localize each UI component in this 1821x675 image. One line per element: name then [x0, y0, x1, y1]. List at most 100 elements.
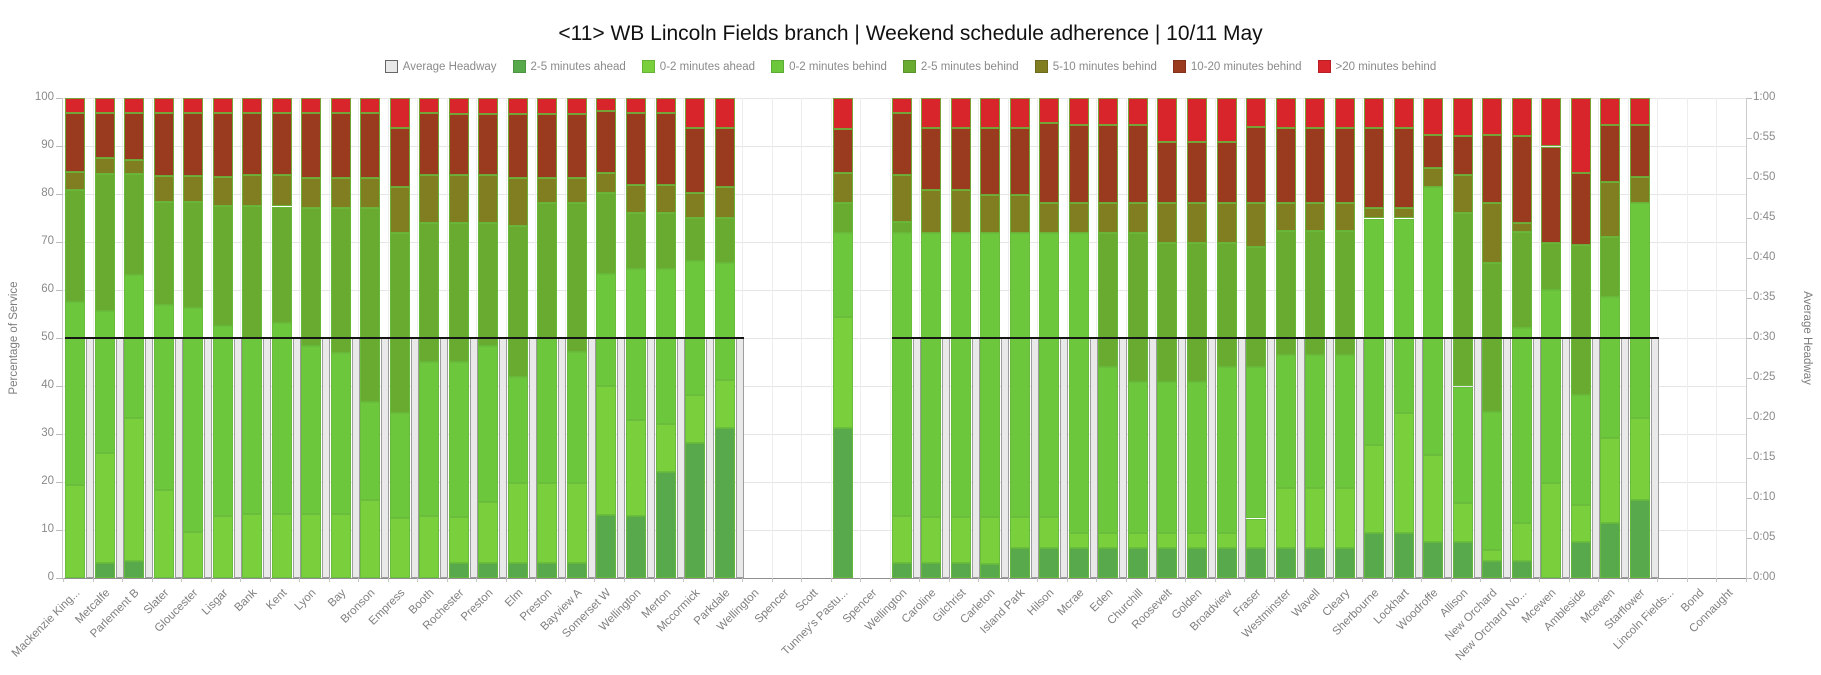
bar-segment[interactable] — [950, 98, 971, 128]
bar-segment[interactable] — [1600, 98, 1621, 125]
bar-segment[interactable] — [1482, 411, 1503, 551]
bar-segment[interactable] — [1187, 381, 1207, 534]
bar-segment[interactable] — [1246, 126, 1267, 204]
bar-segment[interactable] — [124, 561, 145, 578]
bar-segment[interactable] — [301, 98, 322, 113]
bar-segment[interactable] — [183, 98, 204, 113]
bar-segment[interactable] — [1098, 233, 1119, 367]
bar-segment[interactable] — [419, 222, 440, 362]
bar-segment[interactable] — [183, 532, 204, 578]
bar-segment[interactable] — [1246, 518, 1267, 549]
average-headway-bar[interactable] — [706, 338, 715, 578]
average-headway-bar[interactable] — [1296, 338, 1305, 578]
bar-segment[interactable] — [655, 471, 676, 578]
bar-segment[interactable] — [507, 113, 528, 178]
bar-segment[interactable] — [596, 274, 617, 386]
bar-segment[interactable] — [980, 194, 1001, 234]
bar-segment[interactable] — [1039, 548, 1060, 578]
bar-segment[interactable] — [1423, 455, 1444, 543]
bar-segment[interactable] — [183, 175, 204, 202]
bar-segment[interactable] — [212, 326, 233, 516]
bar-segment[interactable] — [330, 98, 351, 113]
bar-segment[interactable] — [1275, 98, 1296, 128]
bar-segment[interactable] — [1246, 203, 1267, 247]
bar-segment[interactable] — [1305, 488, 1326, 549]
bar-segment[interactable] — [685, 395, 706, 444]
average-headway-bar[interactable] — [145, 338, 154, 578]
bar-segment[interactable] — [1187, 243, 1207, 382]
bar-segment[interactable] — [1570, 395, 1591, 506]
bar-segment[interactable] — [389, 127, 410, 187]
bar-segment[interactable] — [832, 173, 853, 203]
bar-segment[interactable] — [153, 112, 174, 176]
bar-segment[interactable] — [478, 501, 499, 564]
bar-segment[interactable] — [301, 177, 322, 208]
bar-segment[interactable] — [1246, 246, 1267, 368]
average-headway-bar[interactable] — [528, 338, 537, 578]
bar-segment[interactable] — [507, 98, 528, 114]
bar-segment[interactable] — [980, 98, 1001, 128]
bar-segment[interactable] — [1452, 98, 1473, 137]
bar-segment[interactable] — [626, 212, 646, 269]
bar-segment[interactable] — [448, 222, 469, 362]
bar-segment[interactable] — [1393, 98, 1414, 128]
average-headway-bar[interactable] — [1355, 338, 1364, 578]
average-headway-bar[interactable] — [1591, 338, 1600, 578]
bar-segment[interactable] — [124, 173, 145, 276]
bar-segment[interactable] — [1157, 533, 1178, 549]
bar-segment[interactable] — [626, 98, 646, 113]
average-headway-bar[interactable] — [204, 338, 213, 578]
bar-segment[interactable] — [1246, 548, 1267, 578]
bar-segment[interactable] — [1452, 386, 1473, 504]
bar-segment[interactable] — [1393, 208, 1414, 219]
bar-segment[interactable] — [566, 202, 587, 352]
bar-segment[interactable] — [891, 515, 912, 564]
bar-segment[interactable] — [1334, 203, 1355, 232]
bar-segment[interactable] — [1157, 243, 1178, 382]
bar-segment[interactable] — [1068, 233, 1089, 534]
bar-segment[interactable] — [1334, 231, 1355, 355]
bar-segment[interactable] — [360, 401, 381, 500]
bar-segment[interactable] — [94, 157, 115, 174]
bar-segment[interactable] — [478, 98, 499, 114]
average-headway-bar[interactable] — [1650, 338, 1659, 578]
bar-segment[interactable] — [1511, 98, 1532, 137]
bar-segment[interactable] — [1511, 232, 1532, 329]
bar-segment[interactable] — [1305, 98, 1326, 128]
bar-segment[interactable] — [1068, 124, 1089, 203]
bar-segment[interactable] — [507, 376, 528, 484]
average-headway-bar[interactable] — [1119, 338, 1128, 578]
average-headway-bar[interactable] — [1001, 338, 1010, 578]
bar-segment[interactable] — [921, 127, 942, 191]
bar-segment[interactable] — [1009, 233, 1030, 517]
bar-segment[interactable] — [1305, 354, 1326, 489]
bar-segment[interactable] — [242, 206, 263, 338]
bar-segment[interactable] — [1009, 194, 1030, 234]
bar-segment[interactable] — [1216, 141, 1237, 203]
bar-segment[interactable] — [1187, 141, 1207, 203]
bar-segment[interactable] — [507, 226, 528, 377]
bar-segment[interactable] — [124, 159, 145, 174]
bar-segment[interactable] — [65, 302, 85, 485]
average-headway-bar[interactable] — [735, 338, 744, 578]
bar-segment[interactable] — [1629, 499, 1650, 578]
bar-segment[interactable] — [655, 269, 676, 424]
bar-segment[interactable] — [950, 516, 971, 564]
bar-segment[interactable] — [1275, 203, 1296, 232]
average-headway-bar[interactable] — [942, 338, 951, 578]
bar-segment[interactable] — [714, 262, 735, 381]
bar-segment[interactable] — [271, 514, 292, 578]
bar-segment[interactable] — [212, 177, 233, 207]
average-headway-bar[interactable] — [1326, 338, 1335, 578]
bar-segment[interactable] — [153, 175, 174, 202]
bar-segment[interactable] — [1275, 231, 1296, 355]
bar-segment[interactable] — [1423, 168, 1444, 187]
bar-segment[interactable] — [566, 177, 587, 203]
bar-segment[interactable] — [1423, 186, 1444, 456]
bar-segment[interactable] — [1541, 98, 1562, 147]
bar-segment[interactable] — [1600, 124, 1621, 182]
bar-segment[interactable] — [950, 127, 971, 191]
bar-segment[interactable] — [891, 112, 912, 175]
bar-segment[interactable] — [389, 232, 410, 413]
average-headway-bar[interactable] — [1444, 338, 1453, 578]
